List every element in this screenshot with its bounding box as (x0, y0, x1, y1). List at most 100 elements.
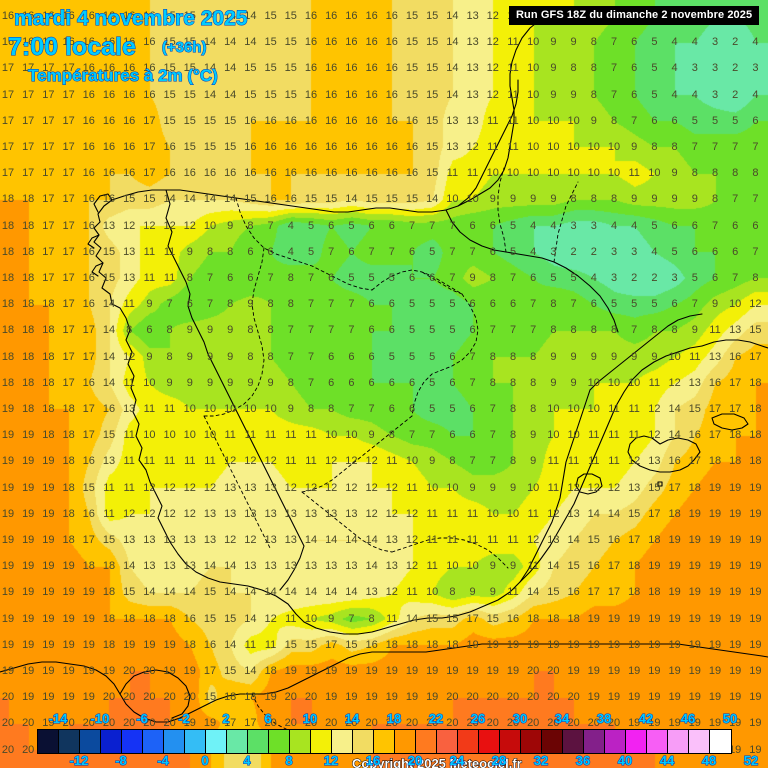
grid-temperature-value: 15 (163, 114, 176, 127)
grid-temperature-value: 8 (752, 167, 759, 180)
grid-temperature-value: 11 (163, 455, 176, 468)
grid-temperature-value: 11 (608, 429, 620, 442)
grid-temperature-value: 5 (307, 245, 315, 258)
grid-temperature-value: 15 (688, 403, 701, 415)
grid-temperature-value: 19 (587, 612, 600, 625)
grid-temperature-value: 13 (446, 141, 459, 153)
grid-temperature-value: 13 (183, 560, 196, 573)
grid-temperature-value: 16 (304, 88, 318, 101)
grid-temperature-value: 11 (547, 481, 560, 494)
grid-temperature-value: 17 (22, 141, 35, 153)
grid-temperature-value: 7 (449, 245, 456, 258)
grid-temperature-value: 7 (449, 219, 456, 232)
grid-temperature-value: 20 (1, 717, 15, 730)
grid-temperature-value: 16 (365, 638, 378, 651)
grid-temperature-value: 6 (631, 88, 638, 101)
grid-temperature-value: 12 (183, 481, 196, 494)
grid-temperature-value: 8 (530, 403, 537, 415)
grid-temperature-value: 12 (345, 481, 358, 494)
grid-temperature-value: 17 (587, 586, 600, 599)
grid-temperature-value: 16 (102, 62, 116, 75)
grid-temperature-value: 15 (224, 114, 237, 127)
grid-temperature-value: 20 (143, 717, 156, 730)
grid-temperature-value: 16 (42, 10, 55, 22)
grid-temperature-value: 18 (62, 429, 75, 442)
grid-temperature-value: 17 (62, 141, 75, 153)
grid-temperature-value: 6 (388, 219, 395, 232)
legend-swatch (185, 730, 206, 753)
grid-temperature-value: 13 (264, 507, 277, 520)
grid-temperature-value: 6 (489, 219, 496, 232)
grid-temperature-value: 6 (732, 219, 739, 232)
grid-temperature-value: 19 (42, 638, 55, 651)
grid-temperature-value: 16 (82, 507, 95, 520)
grid-temperature-value: 17 (82, 324, 95, 337)
grid-temperature-value: 19 (102, 665, 116, 677)
grid-temperature-value: 12 (405, 560, 419, 573)
grid-temperature-value: 19 (42, 560, 55, 573)
grid-temperature-value: 5 (651, 62, 658, 75)
grid-temperature-value: 20 (587, 717, 600, 730)
grid-temperature-value: 19 (42, 691, 55, 704)
grid-temperature-value: 7 (449, 272, 456, 284)
grid-temperature-value: 9 (227, 219, 234, 232)
grid-temperature-value: 9 (530, 193, 537, 206)
grid-temperature-value: 16 (325, 141, 338, 153)
grid-temperature-value: 7 (711, 141, 719, 153)
grid-temperature-value: 4 (671, 62, 678, 75)
grid-temperature-value: 16 (82, 88, 95, 101)
legend-tick-label: 16 (365, 753, 381, 768)
grid-temperature-value: 19 (486, 665, 499, 677)
grid-temperature-value: 6 (348, 350, 355, 363)
grid-temperature-value: 19 (567, 638, 580, 651)
grid-temperature-value: 8 (610, 193, 618, 206)
grid-temperature-value: 4 (530, 245, 537, 258)
grid-temperature-value: 14 (224, 36, 237, 49)
grid-temperature-value: 18 (668, 507, 681, 520)
grid-temperature-value: 19 (82, 665, 95, 677)
grid-temperature-value: 9 (550, 350, 557, 363)
grid-temperature-value: 11 (386, 455, 398, 468)
grid-temperature-value: 15 (123, 193, 136, 206)
grid-temperature-value: 16 (203, 638, 217, 651)
grid-temperature-value: 9 (550, 88, 557, 101)
grid-temperature-value: 19 (527, 638, 540, 651)
legend-swatch (647, 730, 668, 753)
grid-temperature-value: 7 (328, 324, 335, 337)
grid-temperature-value: 4 (610, 219, 618, 232)
grid-temperature-value: 12 (365, 455, 378, 468)
grid-temperature-value: 9 (631, 141, 638, 153)
grid-temperature-value: 19 (163, 638, 176, 651)
grid-temperature-value: 18 (749, 455, 762, 468)
grid-temperature-value: 19 (708, 481, 722, 494)
grid-temperature-value: 10 (547, 114, 560, 127)
grid-temperature-value: 7 (752, 141, 759, 153)
france-dept-border-3 (421, 271, 463, 295)
grid-temperature-value: 5 (408, 324, 416, 337)
grid-temperature-value: 12 (325, 481, 338, 494)
grid-temperature-value: 18 (1, 376, 15, 389)
grid-temperature-value: 2 (732, 88, 739, 101)
grid-temperature-value: 11 (628, 429, 640, 442)
grid-temperature-value: 16 (102, 10, 116, 22)
grid-temperature-value: 17 (244, 717, 257, 730)
grid-temperature-value: 12 (345, 455, 358, 468)
grid-temperature-value: 11 (628, 167, 640, 180)
grid-temperature-value: 9 (227, 350, 234, 363)
grid-temperature-value: 11 (244, 429, 257, 442)
grid-temperature-value: 12 (466, 141, 479, 153)
grid-temperature-value: 6 (368, 298, 375, 311)
grid-temperature-value: 13 (264, 481, 277, 494)
grid-temperature-value: 12 (365, 507, 378, 520)
grid-temperature-value: 15 (325, 193, 338, 206)
grid-temperature-value: 16 (345, 167, 358, 180)
grid-temperature-value: 19 (708, 612, 722, 625)
grid-temperature-value: 10 (426, 586, 439, 599)
grid-temperature-value: 5 (449, 298, 456, 311)
grid-temperature-value: 7 (469, 245, 476, 258)
grid-temperature-value: 15 (183, 88, 196, 101)
grid-temperature-value: 18 (22, 272, 35, 284)
grid-temperature-value: 19 (22, 560, 35, 573)
grid-temperature-value: 9 (489, 586, 496, 599)
